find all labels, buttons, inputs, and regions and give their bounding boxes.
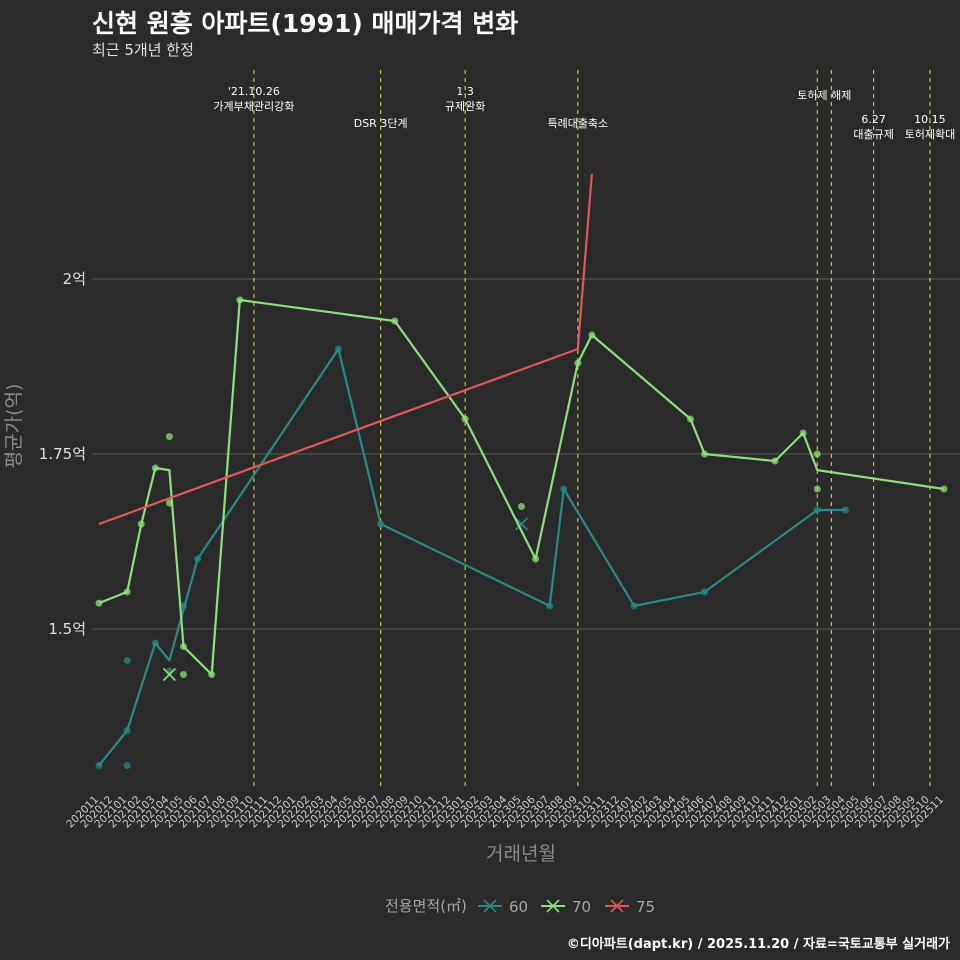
legend-title: 전용면적(㎡) (385, 897, 467, 915)
legend-key-60 (478, 899, 502, 913)
series-60-point (123, 762, 131, 769)
event-label: 토허제확대 (905, 128, 956, 141)
cross-stroke (162, 667, 176, 682)
event-label: 대출규제 (853, 128, 893, 141)
x-axis-title: 거래년월 (486, 843, 556, 865)
legend-key-cross (546, 899, 560, 913)
series-70-point (165, 433, 173, 440)
series-60-line (98, 347, 846, 767)
series-70-point (518, 503, 525, 510)
series-60-cross-marker (514, 517, 529, 531)
event-label: 특례대출축소 (547, 117, 608, 130)
y-tick-label: 1.5억 (48, 620, 86, 638)
y-tick-label: 1.75억 (39, 445, 86, 463)
event-label: DSR 3단계 (354, 117, 408, 130)
legend-label-60: 60 (509, 898, 528, 916)
event-label: '21.10.26 (228, 85, 280, 98)
chart-subtitle: 최근 5개년 한정 (92, 41, 194, 59)
legend-label-70: 70 (572, 898, 591, 916)
event-label: 6.27 (861, 113, 886, 126)
series-60-point (841, 506, 849, 514)
source-caption: ©디아파트(dapt.kr) / 2025.11.20 / 자료=국토교통부 실… (566, 937, 950, 952)
series-70-line (98, 298, 945, 676)
cross-stroke (514, 517, 529, 531)
series-75-line (98, 173, 593, 526)
legend-label-75: 75 (636, 898, 655, 916)
legend-key-cross (483, 899, 497, 913)
series-70-cross-marker (162, 667, 176, 682)
legend-key-70 (541, 899, 565, 913)
chart-title: 신현 원흥 아파트(1991) 매매가격 변화 (92, 9, 519, 38)
y-tick-label: 2억 (63, 270, 86, 288)
event-label: 10.15 (914, 113, 946, 126)
y-axis-title: 평균가(억) (3, 384, 25, 469)
legend-key-75 (605, 899, 629, 913)
event-label: 규제완화 (445, 100, 485, 113)
legend-key-cross (610, 899, 624, 913)
series-60-point (123, 657, 131, 664)
event-label: 토허제 해제 (797, 88, 851, 102)
series-70-point (813, 485, 821, 493)
event-label: 가계부채관리강화 (213, 100, 294, 113)
series-70-point (813, 450, 821, 458)
event-label: 1.3 (456, 85, 474, 98)
legend: 전용면적(㎡) 60 70 75 (385, 897, 655, 916)
series-70-point (180, 671, 187, 678)
